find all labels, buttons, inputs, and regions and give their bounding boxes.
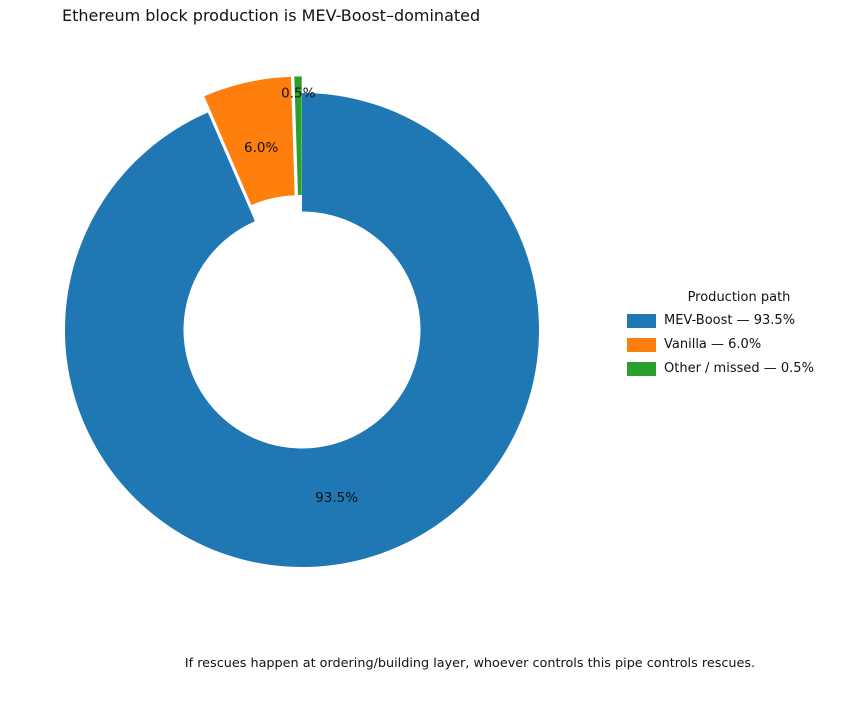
- pct-label-vanilla: 6.0%: [244, 140, 278, 156]
- legend-entry-vanilla: Vanilla — 6.0%: [627, 337, 851, 352]
- caption: If rescues happen at ordering/building l…: [184, 656, 756, 671]
- legend-label-vanilla: Vanilla — 6.0%: [664, 337, 762, 352]
- legend-swatch-vanilla: [627, 337, 656, 352]
- legend: Production path MEV-Boost — 93.5% Vanill…: [627, 290, 851, 385]
- legend-entry-mev-boost: MEV-Boost — 93.5%: [627, 313, 851, 328]
- pct-label-other-missed: 0.5%: [281, 86, 315, 102]
- legend-swatch-other-missed: [627, 361, 656, 376]
- legend-label-mev-boost: MEV-Boost — 93.5%: [664, 313, 796, 328]
- legend-entry-other-missed: Other / missed — 0.5%: [627, 361, 851, 376]
- chart-title: Ethereum block production is MEV-Boost–d…: [62, 6, 481, 25]
- legend-title: Production path: [687, 290, 791, 305]
- legend-swatch-mev-boost: [627, 313, 656, 328]
- pct-label-mev-boost: 93.5%: [315, 490, 358, 506]
- pie-slice-mev-boost: [64, 93, 539, 567]
- pie-slice-other-missed: [294, 76, 302, 195]
- pie-slice-vanilla: [204, 76, 295, 206]
- legend-label-other-missed: Other / missed — 0.5%: [664, 361, 814, 376]
